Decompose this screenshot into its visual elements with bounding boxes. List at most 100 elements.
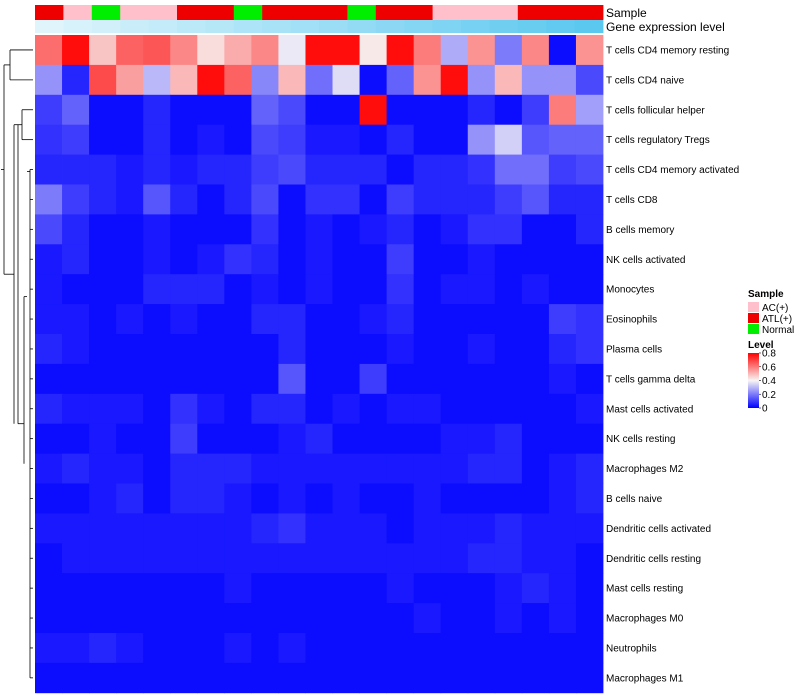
heatmap-cell [521,64,550,96]
heatmap-cell [143,244,171,275]
sample-annotation-cell [375,5,405,20]
heatmap-cell [251,662,279,694]
heatmap-cell [305,662,333,694]
heatmap-cell [62,573,90,604]
heatmap-cell [413,453,442,484]
heatmap-cell [521,543,550,574]
sample-annotation-cell [574,5,604,20]
heatmap-cell [89,244,117,275]
heatmap-cell [440,363,469,395]
level-tick-label: 0.8 [762,349,776,360]
heatmap-cell [143,154,171,185]
heatmap-cell [89,513,117,544]
heatmap-cell [251,35,279,66]
heatmap-cell [494,573,523,604]
heatmap-cell [143,214,171,245]
heatmap-cell [521,334,550,365]
heatmap-cell [35,363,63,395]
heatmap-cell [386,154,415,185]
heatmap-cell [170,423,198,454]
heatmap-cell [116,393,144,425]
heatmap-cell [224,334,252,365]
heatmap-cell [278,393,306,425]
gene-expression-track-label: Gene expression level [606,20,725,34]
heatmap-cell [224,274,252,305]
heatmap-cell [440,573,469,604]
heatmap-cell [116,633,144,664]
heatmap-cell [170,94,198,126]
heatmap-cell [89,483,117,514]
heatmap-cell [224,423,252,454]
heatmap-cell [305,453,333,484]
heatmap-cell [35,244,63,275]
heatmap-cell [116,35,144,66]
sample-annotation-cell [177,5,206,20]
legend-sample-items: AC(+)ATL(+)Normal [748,302,794,336]
heatmap-cell [224,154,252,185]
heatmap-cell [494,423,523,454]
sample-annotation-cell [404,5,433,20]
heatmap-cell [278,274,306,305]
heatmap-cell [548,94,577,126]
heatmap-cell [521,363,550,395]
heatmap-cell [170,35,198,66]
heatmap-cell [116,184,144,215]
gene-expression-annotation-cell [233,20,263,33]
heatmap-cell [413,94,442,126]
heatmap-cell [440,513,469,544]
heatmap-cell [521,94,550,126]
heatmap-cell [575,64,604,96]
level-tick-label: 0.4 [762,376,776,387]
heatmap-cell [89,662,117,694]
heatmap-cell [413,124,442,155]
heatmap-cell [467,184,496,215]
heatmap-cell [251,94,279,126]
heatmap-cell [143,573,171,604]
heatmap-cell [251,603,279,634]
heatmap-cell [494,244,523,275]
heatmap-cell [359,423,388,454]
heatmap-cell [197,483,225,514]
heatmap-cell [251,393,279,425]
heatmap-cell [575,124,604,155]
heatmap-cell [575,573,604,604]
row-label: B cells naive [606,494,663,505]
heatmap-cell [197,244,225,275]
heatmap-cell [413,543,442,574]
heatmap-cell [305,423,333,454]
heatmap-cell [467,214,496,245]
heatmap-cell [35,483,63,514]
heatmap-cell [440,334,469,365]
heatmap-cell [575,662,604,694]
heatmap-cell [332,244,360,275]
heatmap-cell [251,423,279,454]
heatmap-cell [494,483,523,514]
level-tick-label: 0 [762,404,768,415]
row-label: Dendritic cells resting [606,554,701,565]
heatmap-cell [170,304,198,335]
heatmap-cell [332,184,360,215]
heatmap-cell [170,363,198,395]
heatmap-cell [521,573,550,604]
heatmap-cell [224,662,252,694]
heatmap-cell [89,35,117,66]
heatmap-cell [278,64,306,96]
heatmap-cell [467,662,496,694]
heatmap-cell [467,633,496,664]
sample-track-label: Sample [606,6,647,20]
heatmap-cell [386,393,415,425]
heatmap-cell [548,304,577,335]
heatmap-cell [197,363,225,395]
heatmap-cell [35,393,63,425]
heatmap-cell [440,453,469,484]
heatmap-cell [575,334,604,365]
heatmap-cell [170,543,198,574]
heatmap-cell [224,304,252,335]
heatmap-cell [413,334,442,365]
heatmap-cell [494,393,523,425]
heatmap-cell [305,393,333,425]
heatmap-cell [197,513,225,544]
heatmap-cell [116,662,144,694]
heatmap-cell [143,423,171,454]
heatmap-cell [224,573,252,604]
